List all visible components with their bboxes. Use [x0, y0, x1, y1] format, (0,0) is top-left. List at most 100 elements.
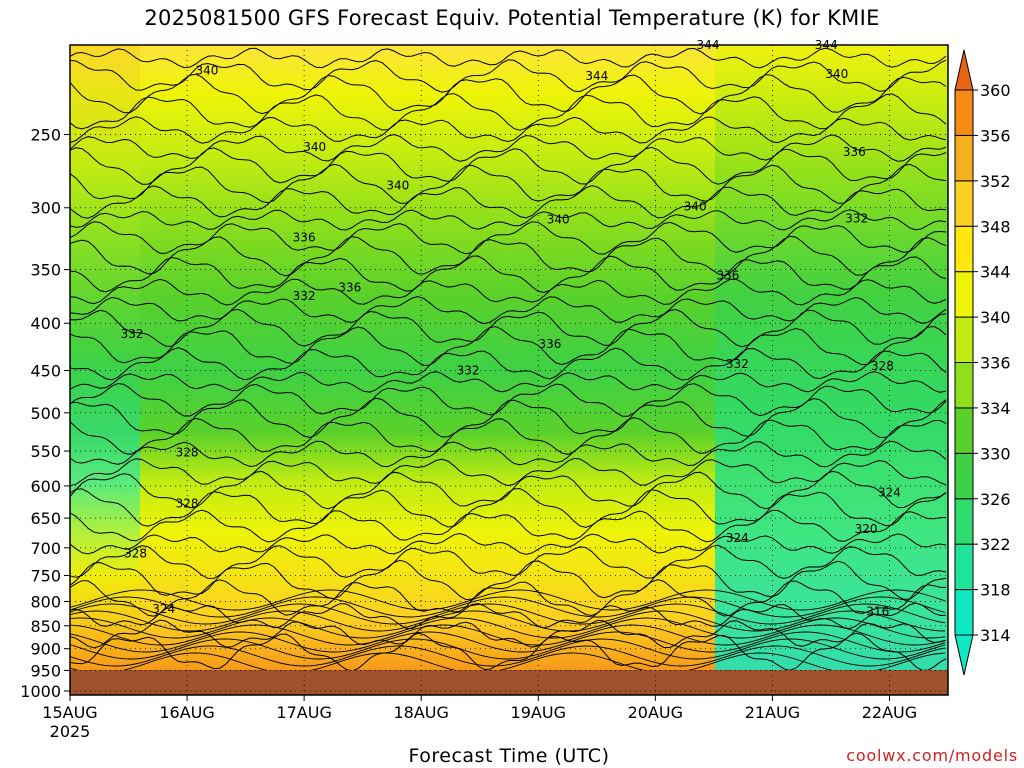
colorbar-label: 348 [980, 217, 1011, 236]
y-tick-label: 400 [30, 314, 61, 333]
field-left-region [70, 45, 140, 670]
contour-line [70, 532, 947, 555]
contour-line [70, 596, 946, 618]
colorbar-label: 322 [980, 535, 1011, 554]
colorbar-segment [954, 134, 974, 182]
contour-label: 316 [866, 604, 889, 618]
y-tick-label: 600 [30, 477, 61, 496]
contour-line [70, 457, 947, 487]
contour-line [70, 544, 947, 580]
contour-line [70, 397, 947, 439]
colorbar-label: 334 [980, 399, 1011, 418]
contour-line [70, 619, 947, 649]
contour-label: 340 [386, 179, 409, 193]
credit-text: coolwx.com/models [846, 746, 1018, 765]
colorbar-segment [954, 89, 974, 136]
y-tick-label: 550 [30, 442, 61, 461]
contour-label: 336 [338, 281, 361, 295]
contour-label: 332 [293, 289, 316, 303]
colorbar-top-arrow [954, 49, 974, 91]
x-axis-title: Forecast Time (UTC) [408, 745, 610, 767]
contour-line [70, 645, 946, 667]
contour-label: 336 [716, 268, 739, 282]
colorbar-bottom-arrow [954, 634, 974, 676]
colorbar-label: 326 [980, 490, 1011, 509]
contour-labels: 340 340 340 340 340 340 344 344 344 336 336 336 336 3… [121, 38, 901, 618]
contour-label: 336 [843, 145, 866, 159]
contour-label: 336 [539, 337, 562, 351]
contour-line [70, 589, 946, 611]
y-axis: 250 300 350 400 450 500 550 600 650 700 750 800 850 9… [20, 126, 70, 701]
contour-label: 324 [726, 531, 749, 545]
contour-line [70, 509, 947, 543]
x-tick-label: 18AUG [393, 703, 448, 722]
y-tick-label: 800 [30, 592, 61, 611]
x-tick-label: 19AUG [511, 703, 566, 722]
contour-line [70, 638, 946, 660]
contour-label: 336 [293, 230, 316, 244]
contour-label: 320 [855, 522, 878, 536]
contour-label: 328 [176, 497, 199, 511]
contour-label: 344 [585, 69, 608, 83]
contour-label: 332 [845, 211, 868, 225]
chart-title: 2025081500 GFS Forecast Equiv. Potential… [144, 6, 880, 30]
contour-line [70, 559, 947, 601]
contour-label: 332 [121, 327, 144, 341]
contour-label: 340 [684, 199, 707, 213]
y-tick-label: 750 [30, 567, 61, 586]
y-tick-label: 850 [30, 617, 61, 636]
colorbar-segment [954, 498, 974, 545]
colorbar-label: 330 [980, 444, 1011, 463]
contour-label: 328 [871, 359, 894, 373]
colorbar-label: 360 [980, 81, 1011, 100]
colorbar-segment [954, 316, 974, 364]
contour-lines [70, 47, 947, 670]
contour-line [70, 325, 947, 367]
colorbar-segment [954, 225, 974, 273]
contour-line [70, 652, 946, 670]
contour-line [70, 417, 947, 455]
y-tick-label: 500 [30, 404, 61, 423]
x-tick-label: 15AUG [42, 703, 97, 722]
contour-line [70, 59, 947, 93]
colorbar-label: 340 [980, 308, 1011, 327]
x-tick-label: 17AUG [276, 703, 331, 722]
colorbar-segment [954, 271, 974, 318]
contour-line [70, 617, 946, 639]
contour-line [70, 624, 946, 646]
contour-line [70, 579, 947, 617]
x-tick-label: 20AUG [628, 703, 683, 722]
y-tick-label: 950 [30, 661, 61, 680]
contour-line [70, 371, 947, 393]
colorbar-label: 318 [980, 581, 1011, 600]
contour-line [70, 163, 947, 204]
contour-line [70, 133, 947, 162]
contour-line [70, 221, 947, 255]
contour-line [70, 146, 947, 185]
y-tick-label: 250 [30, 126, 61, 145]
colorbar-segment [954, 362, 974, 409]
y-tick-label: 350 [30, 261, 61, 280]
colorbar-segment [954, 452, 974, 500]
contour-line [70, 440, 947, 468]
colorbar-label: 336 [980, 354, 1011, 373]
y-tick-label: 650 [30, 509, 61, 528]
contour-line [70, 296, 947, 325]
colorbar: 314 318 322 326 330 334 336 340 344 348 352 356 360 [954, 49, 1011, 676]
contour-line [70, 632, 947, 670]
x-tick-label: 16AUG [159, 703, 214, 722]
colorbar-segment [954, 543, 974, 591]
y-tick-label: 900 [30, 640, 61, 659]
colorbar-label: 314 [980, 626, 1011, 645]
field-right-region [715, 45, 948, 670]
y-tick-label: 700 [30, 539, 61, 558]
plot-area: 340 340 340 340 340 340 344 344 344 336 336 336 336 3… [20, 38, 949, 741]
contour-label: 340 [303, 140, 326, 154]
colorbar-label: 352 [980, 172, 1011, 191]
x-tick-label: 22AUG [862, 703, 917, 722]
y-tick-label: 300 [30, 199, 61, 218]
contour-line [70, 603, 946, 625]
contour-label: 324 [152, 602, 175, 616]
contour-label: 332 [457, 363, 480, 377]
